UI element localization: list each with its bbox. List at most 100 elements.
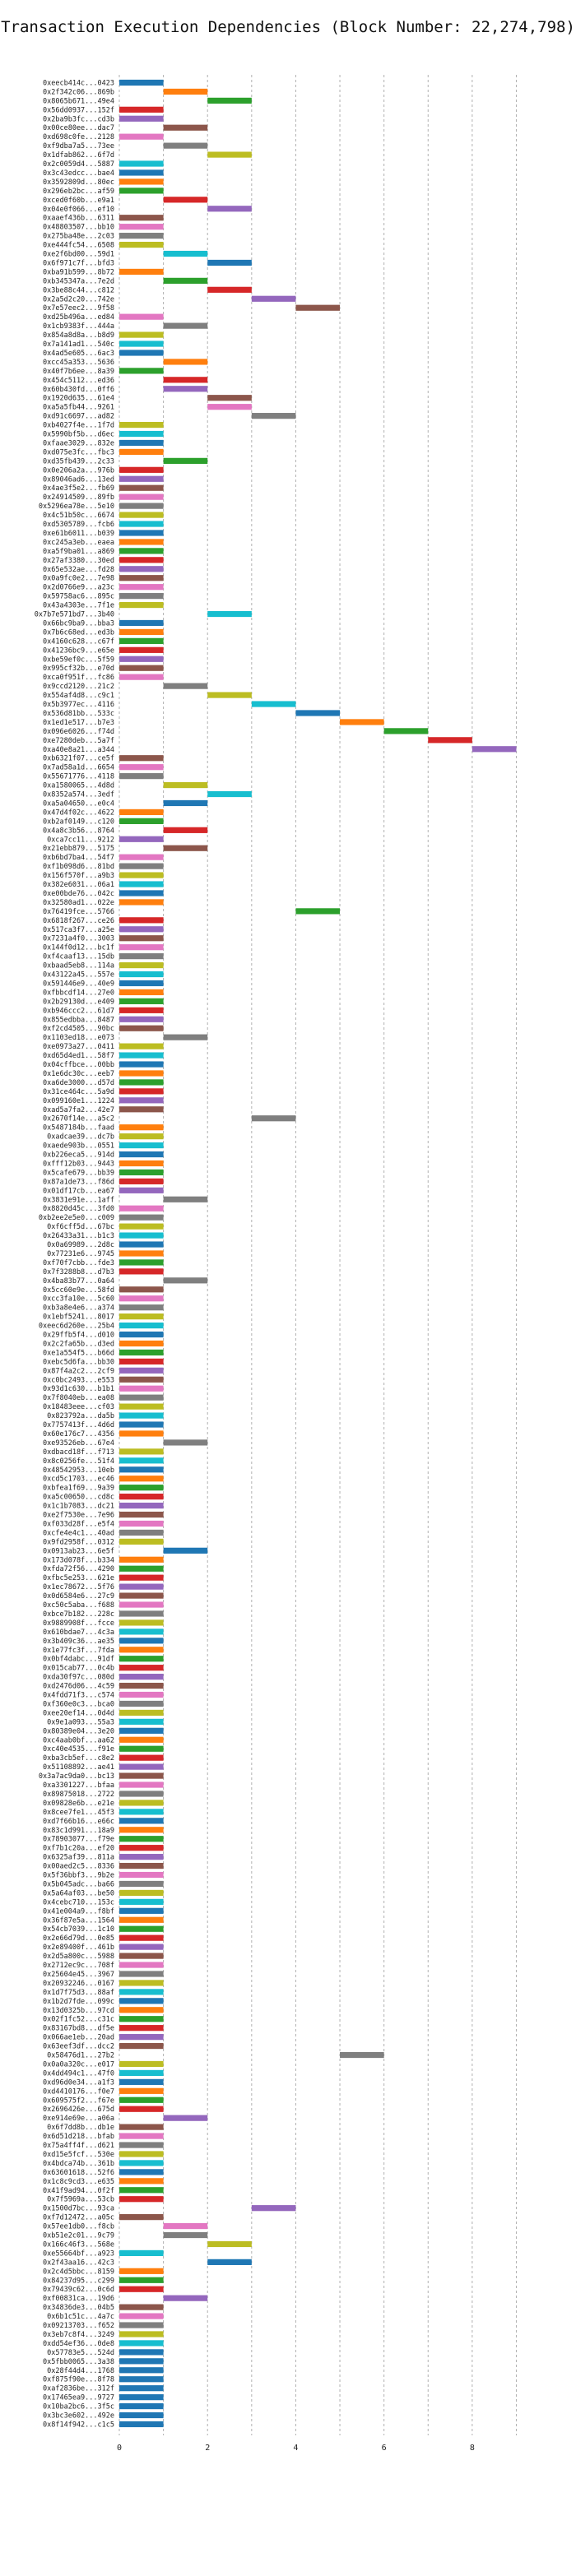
bar-42 [163, 457, 208, 464]
bar-112 [119, 1088, 164, 1095]
category-label-170: 0xbce7b182...228c [43, 1610, 114, 1619]
bar-170 [119, 1610, 164, 1617]
category-label-238: 0x57ee1db0...f8cb [43, 2223, 114, 2231]
bar-106 [163, 1034, 208, 1040]
bar-178 [119, 1682, 164, 1689]
category-label-56: 0x2d0766e9...a23c [43, 584, 114, 592]
category-label-163: 0x0913ab23...6e5f [43, 1547, 114, 1555]
bar-114 [119, 1106, 164, 1113]
bar-244 [119, 2277, 164, 2283]
bar-9 [119, 160, 164, 167]
category-label-224: 0x609575f2...f67e [43, 2096, 114, 2105]
bar-60 [119, 619, 164, 627]
category-label-60: 0x66bc9ba9...bba3 [43, 619, 114, 628]
category-label-115: 0x2670f14e...a5c2 [43, 1115, 114, 1124]
bar-111 [119, 1079, 164, 1086]
category-label-198: 0x00aed2c5...8336 [43, 1863, 114, 1871]
category-label-209: 0x2712ec9c...708f [43, 1962, 114, 1970]
category-label-172: 0x610bdae7...4c3a [43, 1629, 114, 1637]
category-label-63: 0x41236bc9...e65e [43, 646, 114, 655]
bar-58 [119, 601, 164, 609]
bar-2 [207, 97, 252, 104]
category-label-181: 0xee20ef14...0d4d [43, 1709, 114, 1717]
bar-204 [119, 1916, 164, 1923]
category-label-94: 0x517ca3f7...a25e [43, 926, 114, 934]
bar-62 [119, 637, 164, 644]
category-label-58: 0x43a4303e...7f1e [43, 602, 114, 610]
bar-230 [119, 2151, 164, 2157]
bar-37 [251, 413, 296, 419]
category-label-39: 0x5990bf5b...d6ec [43, 431, 114, 439]
category-label-185: 0xc40e4535...f91e [43, 1745, 114, 1754]
bar-61 [119, 628, 164, 636]
bar-36 [207, 404, 252, 410]
category-label-217: 0x066ae1eb...20ad [43, 2034, 114, 2042]
category-label-153: 0x8c0256fe...51f4 [43, 1457, 114, 1466]
bar-257 [119, 2394, 164, 2401]
bar-89 [119, 881, 164, 887]
bar-39 [119, 430, 164, 438]
bar-129 [119, 1241, 164, 1248]
bar-145 [119, 1385, 164, 1392]
bar-186 [119, 1754, 164, 1761]
bar-26 [119, 313, 164, 320]
bar-71 [340, 719, 384, 725]
bar-118 [119, 1142, 164, 1149]
bar-122 [119, 1178, 164, 1184]
category-label-133: 0x4ba83b77...0a64 [43, 1277, 114, 1286]
bar-21 [119, 268, 164, 276]
bar-224 [119, 2096, 164, 2103]
bar-97 [119, 953, 164, 960]
category-labels: 0xeecb414c...04230x2f342c06...869b0x8065… [35, 79, 114, 2429]
category-label-211: 0x20932246...0167 [43, 1980, 114, 1988]
category-label-3: 0x56dd0937...152f [43, 106, 114, 114]
bar-220 [119, 2060, 164, 2068]
bar-19 [163, 250, 208, 257]
category-label-68: 0x554af4d8...c9c1 [43, 692, 114, 700]
bar-29 [119, 341, 164, 347]
bar-212 [119, 1989, 164, 1995]
bar-167 [119, 1583, 164, 1590]
bar-165 [119, 1565, 164, 1572]
bar-231 [119, 2160, 164, 2166]
category-label-31: 0xcc45a353...5636 [43, 359, 114, 367]
bar-175 [119, 1656, 164, 1662]
bar-245 [119, 2286, 164, 2292]
category-label-127: 0xf6cff5d...67bc [47, 1223, 114, 1231]
bar-151 [163, 1439, 208, 1446]
bar-85 [163, 845, 208, 851]
category-label-244: 0x84237d95...c299 [43, 2277, 114, 2285]
bar-13 [163, 197, 208, 203]
category-label-166: 0xfbc5e253...621e [43, 1574, 114, 1582]
bar-217 [119, 2034, 164, 2041]
bar-148 [119, 1412, 164, 1419]
bar-105 [119, 1025, 164, 1031]
category-label-77: 0x55671776...4118 [43, 773, 114, 781]
bar-236 [251, 2205, 296, 2212]
bar-109 [119, 1061, 164, 1068]
category-label-95: 0x7231a4f0...3003 [43, 935, 114, 943]
bar-113 [119, 1097, 164, 1104]
bar-68 [207, 692, 252, 698]
bar-20 [207, 259, 252, 266]
bar-90 [119, 890, 164, 897]
category-label-199: 0x5f36bbf3...9b2e [43, 1872, 114, 1880]
category-label-99: 0x43122a45...557e [43, 971, 114, 980]
bar-226 [163, 2115, 208, 2121]
bar-25 [295, 304, 341, 311]
category-label-216: 0x83167bd8...df5e [43, 2025, 114, 2033]
category-label-179: 0x4fdd71f3...c574 [43, 1692, 114, 1700]
bar-213 [119, 1998, 164, 2004]
category-label-71: 0x1ed1e517...b7e3 [43, 719, 114, 727]
bar-150 [119, 1430, 164, 1437]
bar-94 [119, 926, 164, 933]
bar-93 [119, 917, 164, 924]
category-label-128: 0x26433a31...b1c3 [43, 1232, 114, 1240]
category-label-210: 0x25604e45...3967 [43, 1971, 114, 1979]
category-label-183: 0x80389e04...3e20 [43, 1727, 114, 1735]
category-label-50: 0xe61b6011...b039 [43, 530, 114, 538]
bar-1 [163, 88, 208, 95]
category-label-23: 0x3be88c44...c812 [43, 286, 114, 294]
bar-188 [119, 1772, 164, 1779]
category-label-114: 0xad5a7fa2...42e7 [43, 1106, 114, 1114]
